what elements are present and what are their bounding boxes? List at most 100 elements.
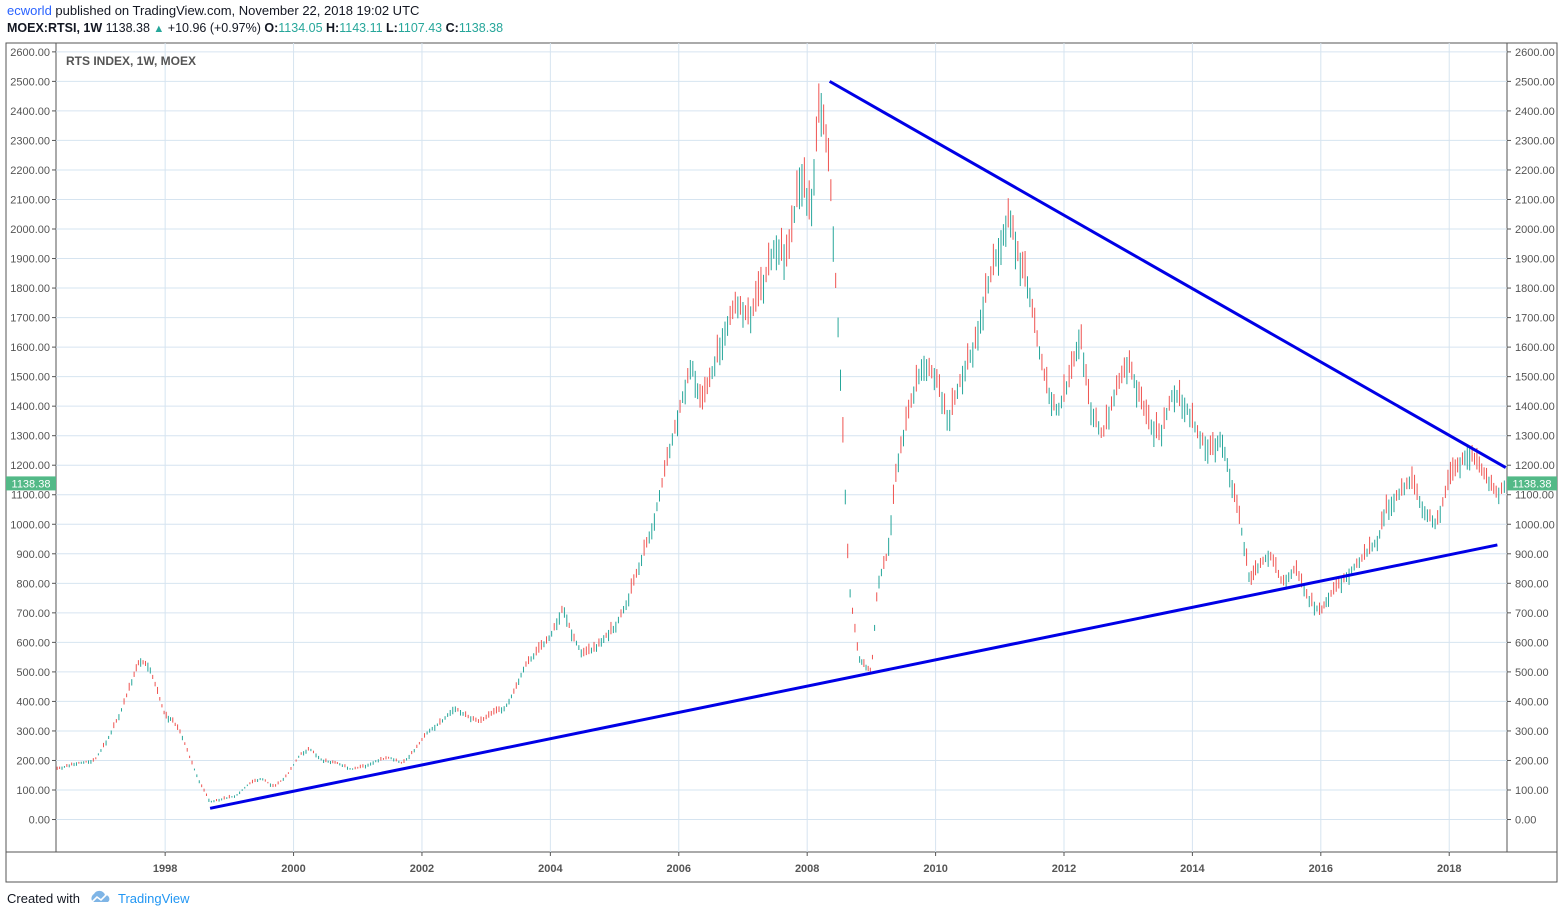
x-tick-label: 2018 bbox=[1437, 863, 1461, 875]
y-tick-label: 200.00 bbox=[16, 755, 50, 767]
y-tick-label: 900.00 bbox=[1515, 549, 1549, 561]
y-tick-label: 2100.00 bbox=[1515, 194, 1555, 206]
x-tick-label: 2010 bbox=[923, 863, 947, 875]
x-tick-label: 1998 bbox=[153, 863, 177, 875]
y-tick-label: 1900.00 bbox=[1515, 254, 1555, 266]
y-tick-label: 1200.00 bbox=[1515, 460, 1555, 472]
y-tick-label: 2200.00 bbox=[1515, 165, 1555, 177]
chart-frame bbox=[5, 42, 1558, 883]
author-link[interactable]: ecworld bbox=[7, 3, 52, 18]
last-price-badge-left bbox=[6, 476, 56, 491]
price-series bbox=[56, 83, 1505, 803]
y-tick-label: 500.00 bbox=[1515, 667, 1549, 679]
y-tick-label: 800.00 bbox=[16, 578, 50, 590]
y-tick-label: 300.00 bbox=[1515, 726, 1549, 738]
publish-line: ecworld published on TradingView.com, No… bbox=[7, 3, 419, 18]
symbol-label: MOEX:RTSI, 1W bbox=[7, 21, 103, 35]
y-tick-label: 1700.00 bbox=[10, 313, 50, 325]
price-change: +10.96 (+0.97%) bbox=[167, 21, 261, 35]
y-axis-right: 0.00 100.00 200.00 300.00 400.00 500.00 600.00… bbox=[1507, 47, 1555, 827]
close-value: 1138.38 bbox=[458, 21, 504, 35]
footer: Created with TradingView bbox=[7, 890, 190, 907]
y-tick-label: 2500.00 bbox=[1515, 76, 1555, 88]
y-tick-label: 1100.00 bbox=[11, 490, 50, 502]
low-value: 1107.43 bbox=[397, 21, 443, 35]
y-tick-label: 600.00 bbox=[16, 637, 50, 649]
y-tick-label: 700.00 bbox=[1515, 608, 1549, 620]
price-badges: 1138.38 1138.38 bbox=[6, 476, 1557, 491]
y-tick-label: 2100.00 bbox=[10, 194, 50, 206]
publish-info: published on TradingView.com, November 2… bbox=[55, 3, 420, 18]
created-with-label: Created with bbox=[7, 891, 80, 906]
resistance-trendline[interactable] bbox=[828, 80, 1507, 469]
y-tick-label: 0.00 bbox=[29, 815, 50, 827]
y-tick-label: 1600.00 bbox=[1515, 342, 1555, 354]
y-tick-label: 1900.00 bbox=[10, 254, 50, 266]
y-axis-left: 0.00 100.00 200.00 300.00 400.00 500.00 600.00… bbox=[10, 47, 56, 827]
y-tick-label: 0.00 bbox=[1515, 815, 1536, 827]
x-tick-label: 2002 bbox=[410, 863, 434, 875]
last-price-label-left: 1138.38 bbox=[12, 478, 51, 490]
y-tick-label: 400.00 bbox=[16, 696, 50, 708]
y-tick-label: 1400.00 bbox=[10, 401, 50, 413]
y-tick-label: 800.00 bbox=[1515, 578, 1549, 590]
y-tick-label: 2500.00 bbox=[10, 76, 50, 88]
y-tick-label: 500.00 bbox=[16, 667, 50, 679]
y-tick-label: 700.00 bbox=[16, 608, 50, 620]
y-tick-label: 400.00 bbox=[1515, 696, 1549, 708]
x-tick-label: 2016 bbox=[1309, 863, 1333, 875]
y-tick-label: 2000.00 bbox=[10, 224, 50, 236]
y-tick-label: 1800.00 bbox=[1515, 283, 1555, 295]
tradingview-logo-icon bbox=[88, 890, 112, 907]
y-tick-label: 2000.00 bbox=[1515, 224, 1555, 236]
y-tick-label: 2400.00 bbox=[10, 106, 50, 118]
chart-area[interactable]: 0.00 100.00 200.00 300.00 400.00 500.00 600.00… bbox=[0, 40, 1564, 885]
open-value: 1134.05 bbox=[278, 21, 323, 35]
y-tick-label: 1000.00 bbox=[1515, 519, 1555, 531]
y-tick-label: 900.00 bbox=[16, 549, 50, 561]
chart-title: RTS INDEX, 1W, MOEX bbox=[66, 54, 196, 68]
trendlines[interactable] bbox=[209, 80, 1507, 810]
low-label: L: bbox=[386, 21, 398, 35]
open-label: O: bbox=[264, 21, 279, 35]
x-tick-label: 2006 bbox=[667, 863, 691, 875]
close-label: C: bbox=[445, 21, 459, 35]
y-tick-label: 2300.00 bbox=[10, 135, 50, 147]
y-tick-label: 2600.00 bbox=[1515, 47, 1555, 59]
y-tick-label: 1200.00 bbox=[10, 460, 50, 472]
high-label: H: bbox=[326, 21, 340, 35]
last-price-label-right: 1138.38 bbox=[1513, 478, 1552, 490]
y-tick-label: 2600.00 bbox=[10, 47, 50, 59]
y-tick-label: 600.00 bbox=[1515, 637, 1549, 649]
gridlines bbox=[56, 43, 1507, 852]
last-price: 1138.38 bbox=[105, 21, 150, 35]
x-tick-label: 2004 bbox=[538, 863, 563, 875]
x-tick-label: 2014 bbox=[1180, 863, 1205, 875]
y-tick-label: 1100.00 bbox=[1515, 490, 1554, 502]
y-tick-label: 2300.00 bbox=[1515, 135, 1555, 147]
y-tick-label: 1300.00 bbox=[10, 431, 50, 443]
tradingview-link[interactable]: TradingView bbox=[117, 891, 190, 906]
y-tick-label: 1600.00 bbox=[10, 342, 50, 354]
y-tick-label: 300.00 bbox=[16, 726, 50, 738]
y-tick-label: 2200.00 bbox=[10, 165, 50, 177]
y-tick-label: 100.00 bbox=[16, 785, 50, 797]
y-tick-label: 1500.00 bbox=[10, 372, 50, 384]
y-tick-label: 1700.00 bbox=[1515, 313, 1555, 325]
x-tick-label: 2008 bbox=[795, 863, 819, 875]
y-tick-label: 1500.00 bbox=[1515, 372, 1555, 384]
y-tick-label: 1400.00 bbox=[1515, 401, 1555, 413]
up-triangle-icon: ▲ bbox=[153, 23, 165, 35]
symbol-line: MOEX:RTSI, 1W 1138.38 ▲ +10.96 (+0.97%) … bbox=[7, 21, 503, 35]
y-tick-label: 1300.00 bbox=[1515, 431, 1555, 443]
x-tick-label: 2000 bbox=[281, 863, 305, 875]
y-tick-label: 100.00 bbox=[1515, 785, 1549, 797]
support-trendline[interactable] bbox=[209, 543, 1498, 810]
y-tick-label: 2400.00 bbox=[1515, 106, 1555, 118]
high-value: 1143.11 bbox=[339, 21, 383, 35]
x-tick-label: 2012 bbox=[1052, 863, 1076, 875]
y-tick-label: 200.00 bbox=[1515, 755, 1549, 767]
y-tick-label: 1000.00 bbox=[10, 519, 50, 531]
y-tick-label: 1800.00 bbox=[10, 283, 50, 295]
last-price-badge-right bbox=[1507, 476, 1557, 491]
